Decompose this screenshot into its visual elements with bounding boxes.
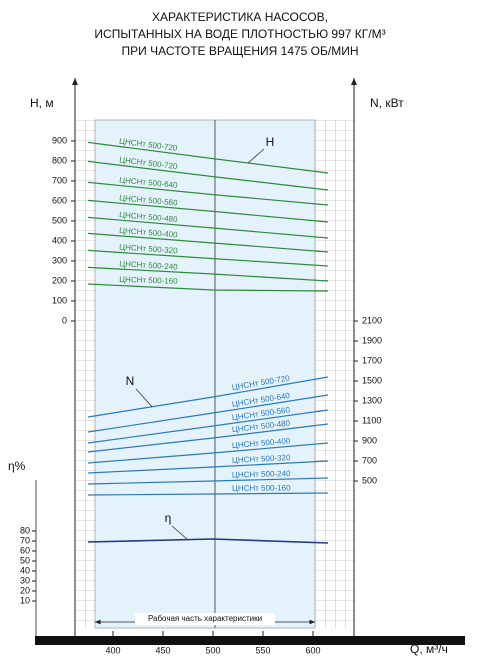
x-tick-label: 550 [255,645,270,655]
leader-line [247,148,265,164]
x-tick-box [300,645,326,657]
curve [87,232,329,253]
curve [87,266,329,282]
title-line: ИСПЫТАННЫХ НА ВОДЕ ПЛОТНОСТЬЮ 997 КГ/М³ [94,27,385,41]
curve-label: ЦНСНт 500-320 [232,453,291,465]
y-tick-label: 900 [52,135,67,145]
leader-line [135,388,153,407]
y3-axis-label: η% [8,459,26,473]
leader-line [171,525,189,541]
curve [87,181,329,206]
curve [87,283,329,292]
x-tick-box [200,645,226,657]
y-tick-label: 400 [52,235,67,245]
x-tick-label: 600 [305,645,320,655]
curve-label: ЦНСНт 500-320 [119,243,179,256]
curve [87,376,329,418]
y3-tick-label: 40 [20,565,30,575]
curve [87,442,329,464]
curve [87,216,329,239]
group-label: N [126,374,135,388]
y-tick-label: 300 [52,255,67,265]
x-tick-label: 400 [105,645,120,655]
y2-tick-label: 900 [362,435,377,445]
curve [87,423,329,453]
curve [87,477,329,485]
curve [87,141,329,174]
curve-label: ЦНСНт 500-240 [119,259,178,271]
curve [87,394,329,433]
y2-tick-label: 2100 [362,315,382,325]
y2-tick-label: 700 [362,455,377,465]
y2-tick-label: 1900 [362,335,382,345]
curve-label: η [165,511,172,525]
title-line: ХАРАКТЕРИСТИКА НАСОСОВ, [152,10,328,24]
curve [87,460,329,474]
y2-tick-label: 500 [362,475,377,485]
curve [87,538,329,544]
y-tick-label: 500 [52,215,67,225]
y2-tick-label: 1100 [362,415,381,425]
curve-label: ЦНСНт 500-160 [119,275,178,286]
y3-tick-label: 80 [20,525,30,535]
grid-paper-left [75,120,95,628]
y3-tick-label: 60 [20,545,30,555]
x-axis-label: Q, м³/ч [410,642,448,656]
curve [87,409,329,444]
y-tick-label: 800 [52,155,67,165]
working-range-label: Рабочая часть характеристики [148,614,262,623]
group-label: H [266,135,275,149]
curve [87,249,329,267]
y3-tick-label: 30 [20,575,30,585]
curve-label: ЦНСНт 500-240 [232,469,291,479]
y3-tick-label: 20 [20,585,30,595]
y3-tick-label: 10 [20,595,30,605]
x-tick-box [150,645,176,657]
working-range-box [135,613,275,625]
x-tick-label: 450 [155,645,170,655]
title-line: ПРИ ЧАСТОТЕ ВРАЩЕНИЯ 1475 ОБ/МИН [122,44,359,58]
curve [87,160,329,191]
curve-label: ЦНСНт 500-160 [232,483,291,492]
y-tick-label: 700 [52,175,67,185]
y-tick-label: 100 [52,295,67,305]
x-tick-box [250,645,276,657]
y2-axis-label: N, кВт [370,96,404,110]
x-tick-label: 500 [205,645,220,655]
curve [87,492,329,496]
y3-tick-label: 50 [20,555,30,565]
y-tick-label: 200 [52,275,67,285]
y-tick-label: 600 [52,195,67,205]
y2-tick-label: 1500 [362,375,382,385]
y2-tick-label: 1700 [362,355,382,365]
curve [87,199,329,223]
grid-paper-right [315,120,355,628]
x-axis-bar [35,636,465,645]
x-tick-box [100,645,126,657]
y-tick-label: 0 [62,315,67,325]
y3-tick-label: 70 [20,535,30,545]
y2-tick-label: 1300 [362,395,382,405]
y-axis-label: H, м [30,96,54,110]
